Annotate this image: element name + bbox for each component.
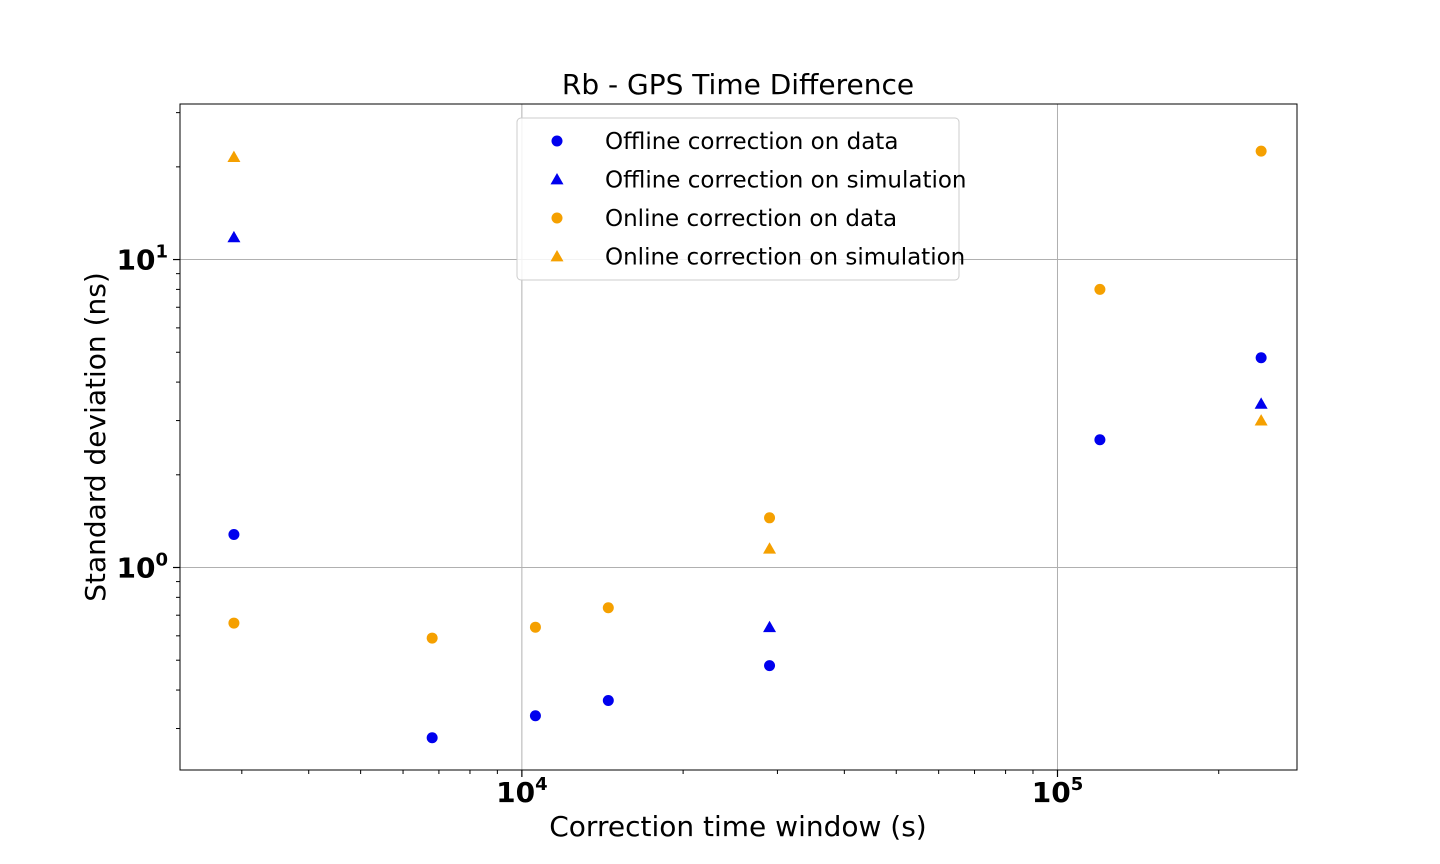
legend-label-0: Offline correction on data bbox=[605, 129, 898, 155]
data-point-s2-3 bbox=[602, 602, 614, 614]
data-point-s3-0 bbox=[227, 150, 241, 163]
x-tick-label-0: 104 bbox=[496, 774, 548, 809]
data-point-s2-2 bbox=[529, 621, 541, 633]
legend-marker-2 bbox=[551, 212, 563, 224]
data-point-s0-3 bbox=[602, 694, 614, 706]
legend-box bbox=[516, 117, 960, 281]
data-point-s0-6 bbox=[1255, 352, 1267, 364]
y-tick-label-1: 101 bbox=[117, 242, 169, 277]
data-point-s2-6 bbox=[1255, 145, 1267, 157]
data-point-s2-0 bbox=[228, 617, 240, 629]
series-3 bbox=[227, 150, 1268, 554]
legend-marker-1 bbox=[550, 173, 564, 185]
data-point-s3-2 bbox=[1254, 414, 1268, 426]
data-point-s1-0 bbox=[227, 230, 241, 243]
legend-marker-3 bbox=[550, 250, 564, 262]
data-point-s0-5 bbox=[1094, 434, 1106, 446]
legend-marker-0 bbox=[551, 135, 563, 147]
series-2 bbox=[228, 145, 1267, 644]
data-point-s2-5 bbox=[1094, 283, 1106, 295]
x-axis-label: Correction time window (s) bbox=[549, 810, 926, 843]
plot-area-frame bbox=[179, 103, 1298, 771]
x-tick-label-1: 105 bbox=[1032, 774, 1084, 809]
data-point-s1-2 bbox=[1254, 397, 1268, 409]
data-point-s1-1 bbox=[763, 620, 777, 633]
y-axis-label: Standard deviation (ns) bbox=[79, 272, 112, 602]
data-point-s0-4 bbox=[764, 660, 776, 672]
data-points bbox=[227, 145, 1268, 744]
series-0 bbox=[228, 352, 1267, 744]
legend-label-3: Online correction on simulation bbox=[605, 245, 965, 271]
data-point-s0-0 bbox=[228, 528, 240, 540]
legend: Offline correction on data Offline correc… bbox=[516, 117, 967, 281]
legend-label-1: Offline correction on simulation bbox=[605, 168, 967, 194]
data-point-s2-1 bbox=[426, 632, 438, 644]
data-point-s0-1 bbox=[426, 732, 438, 744]
series-1 bbox=[227, 230, 1268, 633]
chart-title: Rb - GPS Time Difference bbox=[562, 68, 914, 101]
axis-ticks: 104 105 100 101 bbox=[117, 112, 1220, 809]
data-point-s0-2 bbox=[529, 710, 541, 722]
data-point-s3-1 bbox=[763, 542, 777, 554]
data-point-s2-4 bbox=[764, 512, 776, 524]
legend-label-2: Online correction on data bbox=[605, 206, 897, 232]
y-tick-label-0: 100 bbox=[117, 550, 169, 585]
